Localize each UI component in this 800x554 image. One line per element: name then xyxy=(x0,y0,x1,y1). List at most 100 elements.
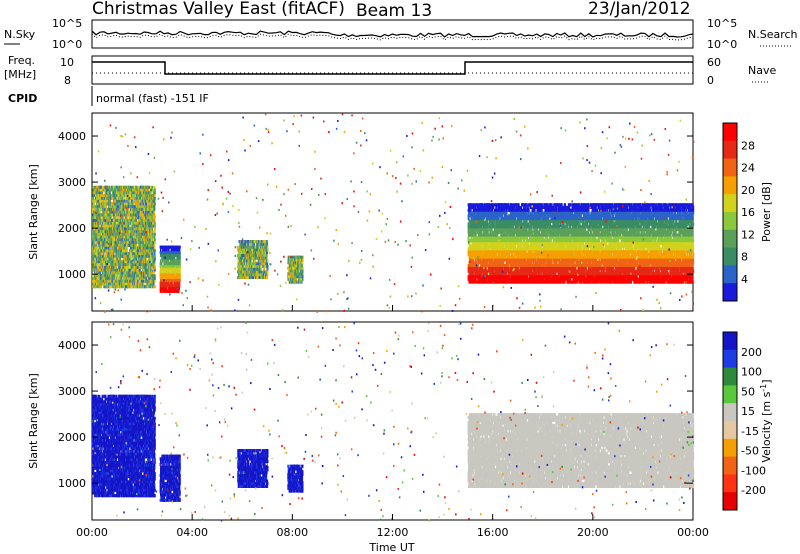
heatmap-cell xyxy=(168,259,170,262)
heatmap-cell xyxy=(149,249,151,252)
heatmap-cell xyxy=(148,216,150,219)
heatmap-cell xyxy=(126,247,128,250)
heatmap-cell xyxy=(117,216,119,219)
heatmap-cell xyxy=(145,233,147,236)
heatmap-cell xyxy=(99,216,101,219)
heatmap-cell xyxy=(148,197,150,200)
heatmap-cell xyxy=(95,189,97,192)
heatmap-cell xyxy=(118,247,120,250)
heatmap-cell xyxy=(130,197,132,200)
heatmap-cell xyxy=(179,265,181,268)
heatmap-cell xyxy=(136,197,138,200)
heatmap-cell xyxy=(117,202,119,205)
heatmap-cell xyxy=(124,191,126,194)
heatmap-cell xyxy=(130,258,132,261)
heatmap-cell xyxy=(161,290,163,293)
heatmap-cell xyxy=(146,258,148,261)
heatmap-cell xyxy=(128,271,130,274)
heatmap-cell xyxy=(99,238,101,241)
heatmap-cell xyxy=(154,222,156,225)
heatmap-cell xyxy=(97,247,99,250)
heatmap-cell xyxy=(179,248,181,251)
heatmap-cell xyxy=(118,194,120,197)
heatmap-cell xyxy=(166,262,168,265)
heatmap-cell xyxy=(151,191,153,194)
heatmap-cell xyxy=(267,273,269,276)
freq-tick-low: 8 xyxy=(64,74,71,87)
heatmap-cell xyxy=(261,268,263,271)
heatmap-cell xyxy=(154,249,156,252)
heatmap-cell xyxy=(253,276,255,279)
heatmap-cell xyxy=(130,247,132,250)
heatmap-cell xyxy=(153,211,155,214)
heatmap-cell xyxy=(162,259,164,262)
heatmap-cell xyxy=(102,191,104,194)
noise-tick-high-right: 10^5 xyxy=(707,17,737,30)
heatmap-cell xyxy=(154,258,156,261)
heatmap-cell xyxy=(288,275,290,278)
heatmap-cell xyxy=(92,208,94,211)
heatmap-cell xyxy=(104,263,106,266)
heatmap-cell xyxy=(136,224,138,227)
heatmap-cell xyxy=(179,268,181,271)
heatmap-cell xyxy=(260,265,262,268)
heatmap-cell xyxy=(163,246,165,249)
heatmap-cell xyxy=(179,271,181,274)
heatmap-cell xyxy=(267,257,269,260)
date-label: 23/Jan/2012 xyxy=(588,0,691,19)
heatmap-cell xyxy=(153,224,155,227)
heatmap-cell xyxy=(132,202,134,205)
heatmap-cell xyxy=(160,265,162,268)
heatmap-cell xyxy=(267,276,269,279)
heatmap-cell xyxy=(148,186,150,189)
heatmap-cell xyxy=(130,236,132,239)
heatmap-cell xyxy=(239,240,241,243)
heatmap-cell xyxy=(160,248,162,251)
heatmap-cell xyxy=(103,252,105,255)
heatmap-cell xyxy=(154,252,156,255)
heatmap-cell xyxy=(153,271,155,274)
heatmap-cell xyxy=(178,265,180,268)
heatmap-cell xyxy=(153,230,155,233)
heatmap-cell xyxy=(125,283,127,286)
heatmap-cell xyxy=(143,211,145,214)
heatmap-cell xyxy=(128,266,130,269)
heatmap-cell xyxy=(256,254,258,257)
heatmap-cell xyxy=(251,268,253,271)
heatmap-cell xyxy=(116,266,118,269)
heatmap-cell xyxy=(244,262,246,265)
heatmap-cell xyxy=(133,236,135,239)
heatmap-cell xyxy=(126,249,128,252)
heatmap-cell xyxy=(129,224,131,227)
heatmap-cell xyxy=(100,233,102,236)
heatmap-cell xyxy=(243,248,245,251)
heatmap-cell xyxy=(137,280,139,283)
heatmap-cell xyxy=(97,244,99,247)
heatmap-cell xyxy=(179,284,181,287)
heatmap-cell xyxy=(124,197,126,200)
heatmap-cell xyxy=(132,205,134,208)
heatmap-cell xyxy=(178,287,180,290)
heatmap-cell xyxy=(98,230,100,233)
heatmap-cell xyxy=(249,276,251,279)
heatmap-cell xyxy=(128,200,130,203)
heatmap-cell xyxy=(124,200,126,203)
heatmap-cell xyxy=(130,186,132,189)
heatmap-cell xyxy=(154,224,156,227)
heatmap-cell xyxy=(103,236,105,239)
heatmap-cell xyxy=(135,211,137,214)
freq-unit-label: [MHz] xyxy=(4,68,36,81)
heatmap-cell xyxy=(139,269,141,272)
heatmap-cell xyxy=(117,274,119,277)
heatmap-cell xyxy=(102,233,104,236)
heatmap-cell xyxy=(131,274,133,277)
heatmap-cell xyxy=(154,216,156,219)
heatmap-cell xyxy=(154,191,156,194)
heatmap-cell xyxy=(92,216,94,219)
heatmap-cell xyxy=(154,200,156,203)
heatmap-cell xyxy=(143,283,145,286)
nsearch-label: N.Search xyxy=(748,28,798,41)
heatmap-cell xyxy=(178,290,180,293)
heatmap-cell xyxy=(154,280,156,283)
heatmap-cell xyxy=(154,202,156,205)
